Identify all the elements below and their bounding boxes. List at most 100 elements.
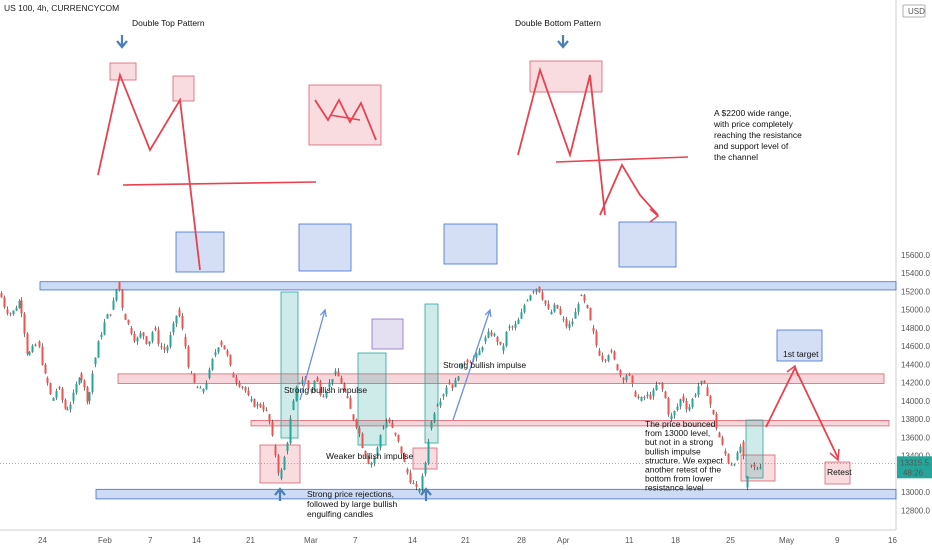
candle-body [454, 380, 457, 388]
candle-body [442, 394, 445, 397]
candle-body [490, 332, 493, 336]
purple-box [371, 318, 404, 350]
candle-body [337, 371, 340, 377]
price-tick-label: 14200.0 [901, 379, 930, 388]
candle-body [69, 404, 72, 410]
candle-body [265, 409, 268, 411]
candle-body [523, 305, 526, 313]
candle-body [694, 394, 697, 397]
candle-body [712, 409, 715, 414]
candle-body [364, 450, 367, 457]
candle-body [733, 464, 736, 466]
candle-body [274, 446, 277, 456]
db-neckline [555, 156, 689, 163]
price-tick-label: 15400.0 [901, 269, 930, 278]
candle-body [286, 443, 289, 451]
candle-body [586, 304, 589, 309]
candle-body [415, 483, 418, 487]
candle-body [622, 377, 625, 381]
candle-body [118, 282, 121, 291]
candle-body [604, 359, 607, 361]
candle-body [313, 380, 316, 390]
candle-body [66, 409, 69, 411]
candle-body [541, 292, 544, 300]
candle-body [78, 378, 81, 384]
candle-body [547, 303, 550, 309]
candle-body [756, 468, 759, 470]
first-target-label: 1st target [783, 349, 819, 359]
candle-body [91, 373, 94, 393]
candle-body [247, 390, 250, 395]
candle-body [706, 387, 709, 396]
last-price-text: 13315.5 [900, 458, 929, 467]
candle-body [80, 373, 83, 381]
pattern-icon-box [308, 84, 382, 146]
rejections-line: engulfing candles [307, 509, 373, 519]
candle-body [679, 399, 682, 407]
bounce-note-line: bullish impulse [645, 446, 701, 456]
candle-body [759, 466, 762, 469]
candle-body [26, 333, 29, 354]
candle-body [64, 399, 67, 409]
candle-body [208, 369, 211, 378]
candle-body [673, 410, 676, 416]
candle-body [127, 319, 130, 324]
candle-body [343, 383, 346, 391]
rejections-line: Strong price rejections, [307, 489, 394, 499]
candle-body [72, 392, 75, 401]
candle-body [529, 295, 532, 301]
candle-body [310, 389, 313, 392]
candle-body [31, 345, 34, 353]
candle-body [664, 391, 667, 399]
candle-body [97, 341, 100, 358]
candle-body [319, 381, 322, 395]
candle-body [163, 347, 166, 350]
dt-top-box [109, 62, 137, 81]
candle-body [700, 380, 703, 383]
candle-body [268, 414, 271, 422]
candle-body [193, 373, 196, 383]
price-tick-label: 14400.0 [901, 360, 930, 369]
candle-body [175, 315, 178, 324]
candle-body [283, 457, 286, 470]
candle-body [220, 341, 223, 346]
candle-body [511, 326, 514, 328]
candle-body [292, 400, 295, 410]
price-tick-label: 15200.0 [901, 287, 930, 296]
range-note-line: with price completely [713, 119, 794, 129]
candle-body [148, 341, 151, 345]
candle-body [577, 304, 580, 312]
time-tick-label: 14 [408, 536, 417, 545]
candle-body [18, 300, 21, 309]
price-tick-label: 14800.0 [901, 324, 930, 333]
candle-body [41, 346, 44, 365]
candle-body [139, 333, 142, 338]
candle-body [502, 346, 505, 351]
time-tick-label: Mar [304, 536, 318, 545]
candle-body [391, 422, 394, 428]
double-bottom-label: Double Bottom Pattern [515, 18, 601, 28]
candle-body [232, 373, 235, 378]
candle-body [340, 377, 343, 384]
candle-body [445, 387, 448, 395]
impulse-arrow-1 [299, 309, 326, 401]
candle-body [568, 323, 571, 328]
first-target-box [776, 329, 823, 362]
candle-body [750, 464, 753, 466]
blue-box-3 [443, 223, 498, 265]
candle-body [580, 295, 583, 297]
candle-body [28, 352, 31, 356]
candle-body [589, 308, 592, 321]
pattern-icon-m [314, 98, 377, 141]
candle-body [133, 333, 136, 342]
blue-box-2 [298, 223, 352, 272]
candle-body [484, 337, 487, 342]
candle-body [12, 310, 15, 315]
range-note-line: and support level of [714, 141, 789, 151]
candle-body [46, 377, 49, 384]
candle-body [370, 462, 373, 465]
candle-body [49, 383, 52, 395]
candle-body [178, 309, 181, 317]
candle-body [58, 387, 61, 389]
price-tick-label: 13400.0 [901, 452, 930, 461]
